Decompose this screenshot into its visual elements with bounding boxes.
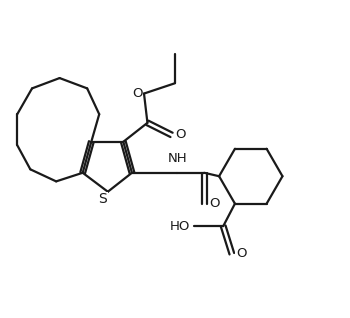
Text: O: O — [209, 197, 220, 210]
Text: HO: HO — [169, 220, 190, 233]
Text: O: O — [132, 87, 142, 100]
Text: O: O — [236, 247, 246, 260]
Text: O: O — [176, 128, 186, 142]
Text: S: S — [98, 192, 107, 206]
Text: NH: NH — [168, 152, 187, 165]
